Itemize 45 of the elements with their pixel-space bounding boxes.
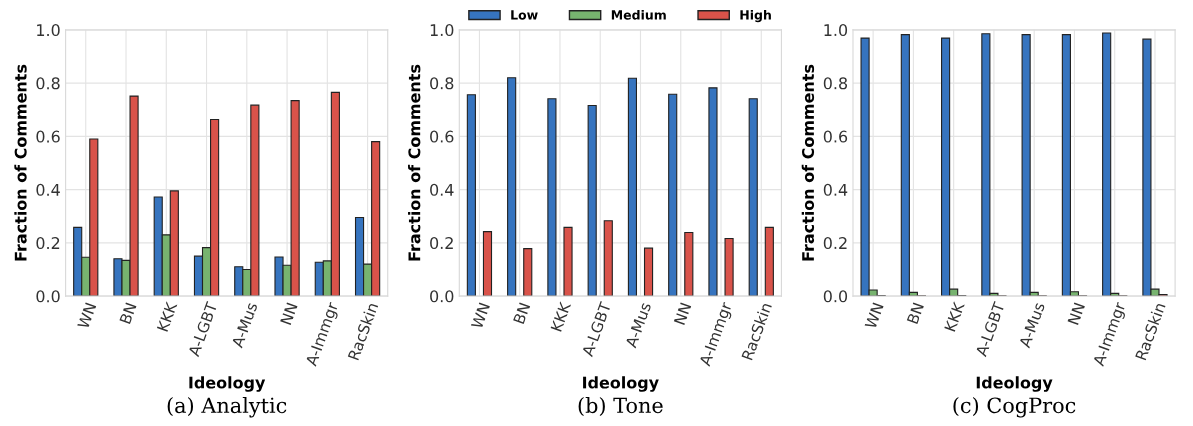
y-tick-label: 0.6	[36, 130, 60, 143]
x-tick-label: BN	[513, 302, 531, 325]
x-tick-label: WN	[470, 302, 490, 330]
x-tick-label: KKK	[550, 300, 571, 332]
y-tick-label: 0.6	[430, 130, 454, 143]
x-tick-label: BN	[906, 302, 924, 325]
y-tick-label: 1.0	[37, 24, 60, 37]
x-tick-label: WN	[864, 302, 884, 330]
x-tick-label: A-Mus	[625, 301, 652, 349]
y-tick-label: 0.8	[36, 77, 60, 90]
x-tick-label: NN	[280, 302, 298, 325]
x-axis-title: Ideology	[189, 376, 266, 392]
x-tick-label: BN	[119, 302, 137, 325]
y-tick-label: 0.0	[430, 290, 454, 303]
x-axis-title: Ideology	[583, 376, 659, 392]
x-tick-label: KKK	[944, 300, 965, 332]
y-tick-label: 0.4	[36, 183, 60, 196]
legend-label: Low	[511, 10, 538, 20]
y-axis-title: Fraction of Comments	[408, 64, 421, 261]
x-tick-label: A-Mus	[231, 301, 258, 349]
y-axis-title: Fraction of Comments	[801, 64, 815, 261]
y-tick-label: 0.0	[823, 290, 848, 303]
x-axis-title: Ideology	[976, 376, 1053, 392]
y-tick-label: 0.4	[823, 183, 848, 196]
y-tick-label: 0.2	[430, 237, 453, 250]
y-tick-label: 1.0	[824, 24, 848, 37]
legend-label: High	[740, 9, 771, 23]
y-tick-label: 0.8	[430, 77, 454, 90]
y-tick-label: 0.2	[36, 237, 60, 250]
text: (a) Analytic	[167, 397, 287, 418]
y-tick-label: 0.6	[823, 130, 848, 143]
y-tick-label: 0.0	[36, 290, 60, 303]
x-tick-label: KKK	[156, 300, 178, 332]
x-tick-label: NN	[1067, 302, 1085, 325]
legend-label: Medium	[611, 9, 666, 20]
y-tick-label: 1.0	[430, 24, 454, 37]
y-tick-label: 0.8	[823, 77, 848, 90]
x-tick-label: NN	[673, 302, 692, 325]
y-tick-label: 0.2	[823, 237, 847, 250]
x-tick-label: WN	[77, 302, 97, 330]
x-tick-label: A-Mus	[1018, 301, 1046, 349]
text: (b) Tone	[578, 397, 663, 417]
y-tick-label: 0.4	[430, 183, 454, 196]
text: (c) CogProc	[953, 397, 1076, 418]
y-axis-title: Fraction of Comments	[14, 64, 27, 261]
